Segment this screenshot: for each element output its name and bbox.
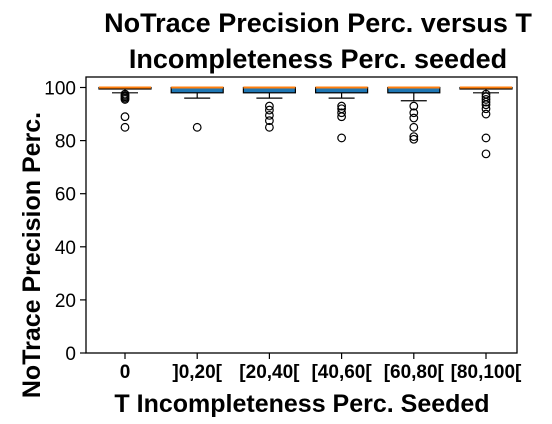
box-3 — [315, 86, 369, 143]
x-tick-label: ]0,20[ — [172, 362, 222, 383]
chart-title-line-1: NoTrace Precision Perc. versus T — [104, 8, 532, 38]
y-axis-title: NoTrace Precision Perc. — [18, 112, 46, 398]
outlier-point — [481, 133, 491, 143]
outlier-point — [265, 110, 274, 120]
chart-title-line-2: Incompleteness Perc. seeded — [129, 44, 507, 74]
y-tick-label: 60 — [55, 185, 76, 206]
outlier-point — [337, 101, 347, 111]
outlier-point — [409, 101, 419, 111]
y-tick-label: 0 — [65, 344, 76, 365]
x-tick-label: [40,60[ — [311, 362, 372, 383]
outlier-point — [265, 116, 274, 126]
outlier-point — [120, 122, 130, 132]
outlier-point — [265, 122, 274, 132]
outlier-point — [481, 89, 491, 99]
outlier-point — [337, 133, 347, 143]
y-tick-label: 20 — [55, 291, 76, 312]
y-tick-label: 80 — [55, 132, 76, 153]
box-series — [98, 86, 513, 159]
x-axis-title: T Incompleteness Perc. Seeded — [114, 390, 489, 418]
outlier-point — [409, 122, 419, 132]
outlier-point — [481, 109, 491, 119]
outlier-point — [192, 122, 202, 132]
x-tick-label: [20,40[ — [239, 362, 300, 383]
outlier-point — [265, 101, 274, 111]
outlier-point — [409, 132, 419, 142]
x-tick-label: [80,100[ — [451, 362, 522, 383]
y-tick-label: 100 — [44, 79, 76, 100]
box-1 — [170, 86, 224, 132]
box-0 — [98, 86, 152, 132]
outlier-point — [337, 108, 347, 118]
outlier-point — [409, 108, 419, 118]
outlier-point — [409, 113, 419, 123]
plot-frame — [85, 76, 518, 354]
outlier-point — [120, 112, 130, 122]
outlier-point — [481, 95, 491, 104]
outlier-point — [337, 104, 347, 114]
box-2 — [242, 86, 296, 132]
x-axis: 0 ]0,20[ [20,40[ [40,60[ [60,80[ [80,100[ — [120, 353, 522, 383]
outlier-point — [409, 134, 419, 144]
outlier-point — [481, 149, 491, 159]
box-5 — [459, 86, 513, 159]
y-tick-label: 40 — [55, 238, 76, 259]
x-tick-label: 0 — [120, 362, 131, 383]
outlier-point — [481, 104, 491, 114]
outlier-point — [120, 89, 130, 99]
outlier-point — [265, 105, 274, 115]
outlier-point — [481, 92, 491, 102]
box-4 — [387, 86, 441, 144]
x-tick-label: [60,80[ — [384, 362, 445, 383]
y-axis: 0 20 40 60 80 100 — [44, 79, 86, 365]
